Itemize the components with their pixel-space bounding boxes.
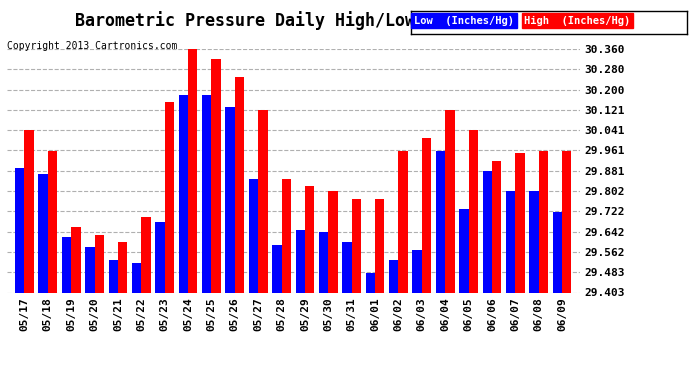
Bar xyxy=(515,153,524,292)
Bar xyxy=(436,151,445,292)
Text: Low  (Inches/Hg): Low (Inches/Hg) xyxy=(414,16,514,26)
Bar xyxy=(273,245,282,292)
Bar xyxy=(342,242,352,292)
Bar xyxy=(155,222,165,292)
Bar xyxy=(562,151,571,292)
Bar xyxy=(352,199,361,292)
Bar xyxy=(202,94,211,292)
Bar xyxy=(422,138,431,292)
Bar xyxy=(62,237,71,292)
Bar xyxy=(469,130,478,292)
Bar xyxy=(539,151,548,292)
Bar xyxy=(445,110,455,292)
Bar xyxy=(249,178,258,292)
Bar xyxy=(165,102,174,292)
Bar xyxy=(71,227,81,292)
Bar xyxy=(226,107,235,292)
Bar xyxy=(398,151,408,292)
Bar xyxy=(211,59,221,292)
Bar xyxy=(258,110,268,292)
Bar xyxy=(529,191,539,292)
Bar xyxy=(15,168,24,292)
Bar xyxy=(319,232,328,292)
Bar xyxy=(118,242,127,292)
Bar xyxy=(39,174,48,292)
Bar xyxy=(235,77,244,292)
Bar xyxy=(413,250,422,292)
Bar xyxy=(553,212,562,292)
Text: Copyright 2013 Cartronics.com: Copyright 2013 Cartronics.com xyxy=(7,41,177,51)
Bar xyxy=(328,191,337,292)
Bar xyxy=(305,186,314,292)
Bar xyxy=(132,263,141,292)
Bar xyxy=(179,94,188,292)
Bar xyxy=(389,260,398,292)
Text: Barometric Pressure Daily High/Low 20130610: Barometric Pressure Daily High/Low 20130… xyxy=(75,11,505,30)
Bar xyxy=(482,171,492,292)
Bar xyxy=(108,260,118,292)
Bar xyxy=(375,199,384,292)
Bar xyxy=(295,230,305,292)
Bar xyxy=(24,130,34,292)
Bar xyxy=(460,209,469,292)
Bar xyxy=(141,217,150,292)
Bar xyxy=(85,248,95,292)
Bar xyxy=(366,273,375,292)
Bar xyxy=(506,191,515,292)
Bar xyxy=(95,235,104,292)
Bar xyxy=(48,151,57,292)
Text: High  (Inches/Hg): High (Inches/Hg) xyxy=(524,16,631,26)
Bar xyxy=(282,178,291,292)
Bar xyxy=(492,161,502,292)
Bar xyxy=(188,49,197,292)
